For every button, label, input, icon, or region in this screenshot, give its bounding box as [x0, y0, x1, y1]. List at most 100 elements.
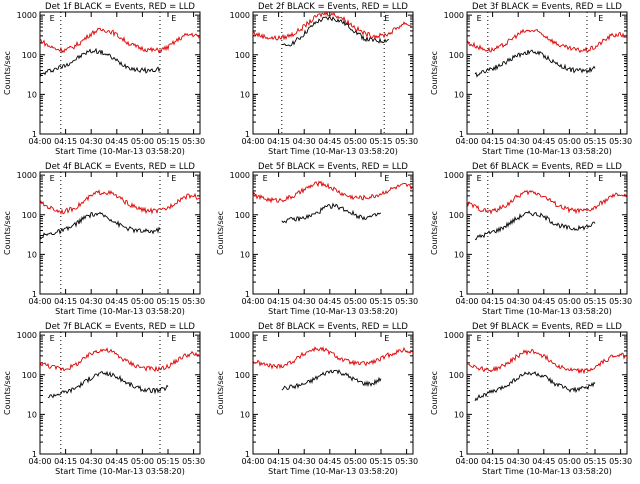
series-lld-line [252, 346, 414, 370]
y-tick-label: 10 [27, 410, 37, 419]
x-tick-label: 04:15 [481, 137, 504, 146]
chart-title: Det 6f BLACK = Events, RED = LLD [472, 162, 622, 172]
x-tick-label: 05:00 [131, 457, 154, 466]
marker-e: E [263, 334, 268, 343]
series-lld-line [252, 180, 414, 204]
x-tick-label: 04:45 [532, 297, 555, 306]
chart-panel-9: Det 9f BLACK = Events, RED = LLD 1 10 100 10… [430, 322, 632, 476]
y-tick-label: 100 [22, 371, 37, 380]
series-lld-line [39, 189, 201, 215]
y-tick-label: 100 [235, 371, 250, 380]
x-tick-label: 05:30 [182, 297, 205, 306]
y-tick-label: 100 [449, 371, 464, 380]
series-events-line [474, 370, 596, 402]
x-tick-label: 05:30 [609, 297, 632, 306]
y-axis-label: Counts/sec [216, 211, 225, 255]
series-events-line [474, 210, 596, 241]
y-tick-label: 10 [240, 250, 250, 259]
y-tick-label: 1 [459, 450, 464, 459]
marker-e: E [598, 14, 603, 23]
plot-frame [466, 171, 628, 295]
x-tick-label: 05:00 [344, 137, 367, 146]
x-tick-label: 04:00 [28, 297, 51, 306]
x-axis-label: Start Time (10-Mar-13 03:58:20) [268, 467, 398, 476]
y-tick-label: 10 [27, 250, 37, 259]
x-tick-label: 04:30 [507, 297, 530, 306]
x-axis-label: Start Time (10-Mar-13 03:58:20) [482, 307, 612, 316]
series-lld-line [39, 27, 201, 54]
chart-panel-7: Det 7f BLACK = Events, RED = LLD 1 10 100 10… [3, 322, 205, 476]
x-axis-label: Start Time (10-Mar-13 03:58:20) [55, 307, 185, 316]
x-tick-label: 04:30 [293, 137, 316, 146]
marker-e: E [598, 334, 603, 343]
x-tick-label: 04:30 [293, 297, 316, 306]
x-tick-label: 04:30 [293, 457, 316, 466]
plot-frame [39, 11, 201, 135]
x-tick-label: 05:15 [156, 137, 179, 146]
series-events-line [281, 369, 382, 391]
marker-e: E [384, 334, 389, 343]
chart-title: Det 3f BLACK = Events, RED = LLD [472, 2, 622, 12]
marker-e: E [384, 174, 389, 183]
x-tick-label: 04:45 [105, 297, 128, 306]
x-tick-label: 04:15 [54, 297, 77, 306]
y-tick-label: 1 [245, 450, 250, 459]
x-tick-label: 04:30 [80, 297, 103, 306]
series-events-line [47, 370, 169, 399]
x-tick-label: 05:00 [131, 297, 154, 306]
y-tick-label: 1000 [444, 331, 464, 340]
marker-e: E [384, 14, 389, 23]
plot-frame [39, 171, 201, 295]
x-tick-label: 04:30 [507, 137, 530, 146]
chart-title: Det 7f BLACK = Events, RED = LLD [45, 322, 195, 332]
x-tick-label: 05:00 [344, 297, 367, 306]
y-tick-label: 10 [240, 410, 250, 419]
y-tick-label: 1 [245, 130, 250, 139]
marker-e: E [171, 334, 176, 343]
x-tick-label: 05:00 [558, 457, 581, 466]
x-tick-label: 04:00 [28, 137, 51, 146]
x-tick-label: 04:30 [80, 137, 103, 146]
marker-e: E [263, 174, 268, 183]
x-axis-label: Start Time (10-Mar-13 03:58:20) [55, 467, 185, 476]
x-tick-label: 05:15 [369, 297, 392, 306]
x-tick-label: 04:45 [105, 457, 128, 466]
x-tick-label: 04:00 [241, 137, 264, 146]
x-tick-label: 05:00 [558, 137, 581, 146]
x-axis-label: Start Time (10-Mar-13 03:58:20) [482, 147, 612, 156]
y-tick-label: 1000 [230, 11, 250, 20]
chart-panel-4: Det 4f BLACK = Events, RED = LLD 1 10 100 10… [3, 162, 205, 316]
x-tick-label: 05:15 [583, 137, 606, 146]
series-events-line [39, 47, 161, 78]
y-axis-label: Counts/sec [3, 211, 12, 255]
chart-title: Det 8f BLACK = Events, RED = LLD [258, 322, 408, 332]
y-tick-label: 1000 [444, 11, 464, 20]
chart-panel-1: Det 1f BLACK = Events, RED = LLD 1 10 100 10… [3, 2, 205, 156]
plot-frame [252, 171, 414, 295]
marker-e: E [477, 174, 482, 183]
x-tick-label: 04:45 [318, 137, 341, 146]
y-tick-label: 1000 [17, 11, 37, 20]
series-events-line [281, 16, 389, 47]
y-tick-label: 10 [27, 90, 37, 99]
series-events-line [474, 49, 596, 78]
x-tick-label: 04:30 [507, 457, 530, 466]
x-tick-label: 04:00 [455, 297, 478, 306]
series-events-line [39, 211, 161, 240]
plot-frame [466, 11, 628, 135]
y-tick-label: 100 [235, 211, 250, 220]
y-tick-label: 1 [245, 290, 250, 299]
x-tick-label: 04:30 [80, 457, 103, 466]
x-tick-label: 05:30 [182, 457, 205, 466]
y-tick-label: 10 [454, 250, 464, 259]
x-tick-label: 04:00 [241, 297, 264, 306]
chart-panel-5: Det 5f BLACK = Events, RED = LLD 1 10 100 10… [216, 162, 418, 316]
y-tick-label: 1000 [17, 171, 37, 180]
x-tick-label: 04:45 [318, 297, 341, 306]
chart-panel-2: Det 2f BLACK = Events, RED = LLD 1 10 100 10… [230, 2, 418, 156]
x-tick-label: 05:15 [369, 457, 392, 466]
x-axis-label: Start Time (10-Mar-13 03:58:20) [55, 147, 185, 156]
chart-panel-3: Det 3f BLACK = Events, RED = LLD 1 10 100 10… [430, 2, 632, 156]
